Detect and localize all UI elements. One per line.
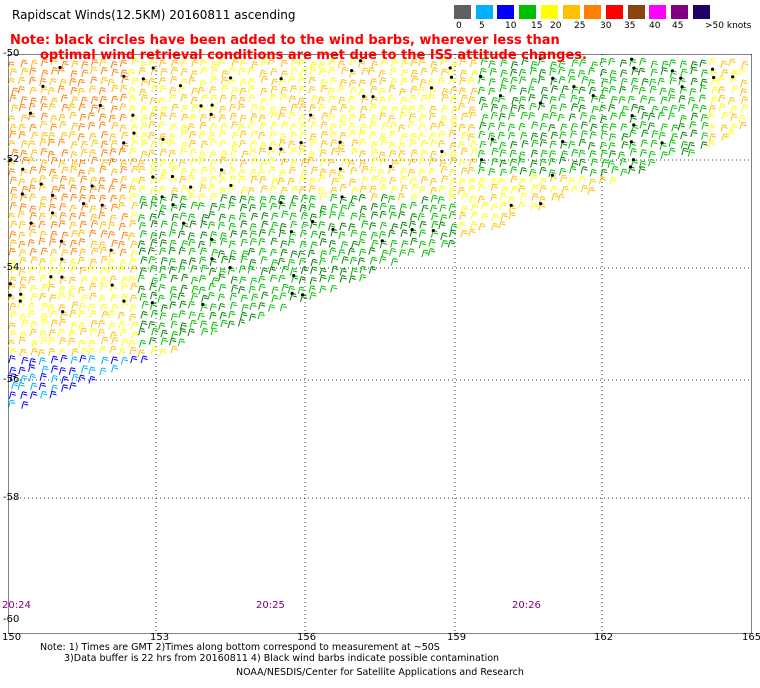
wind-map <box>8 54 752 634</box>
scale-swatch <box>692 5 710 19</box>
longitude-label: 165 <box>742 632 760 643</box>
time-label: 20:25 <box>256 600 285 611</box>
latitude-label: -52 <box>3 154 20 165</box>
scale-label: 45 <box>672 21 684 31</box>
scale-swatch <box>627 5 645 19</box>
longitude-label: 162 <box>594 632 614 643</box>
map-title: Rapidscat Winds(12.5KM) 20160811 ascendi… <box>12 8 296 22</box>
footer-credit: NOAA/NESDIS/Center for Satellite Applica… <box>236 667 524 678</box>
contamination-circles <box>8 56 735 314</box>
scale-swatch <box>605 5 623 19</box>
latitude-label: -54 <box>3 262 20 273</box>
time-label: 20:24 <box>2 600 31 611</box>
longitude-label: 150 <box>2 632 22 643</box>
longitude-label: 156 <box>297 632 317 643</box>
scale-swatch <box>475 5 493 19</box>
latitude-label: -58 <box>3 492 20 503</box>
scale-swatch <box>454 5 471 19</box>
scale-label: 25 <box>574 21 586 31</box>
scale-swatch <box>540 5 558 19</box>
scale-swatch <box>584 5 602 19</box>
scale-swatch <box>497 5 515 19</box>
scale-label: >50 knots <box>705 21 752 31</box>
wind-barbs <box>8 57 749 409</box>
scale-label: 10 <box>505 21 517 31</box>
footer-note-1: Note: 1) Times are GMT 2)Times along bot… <box>40 642 440 653</box>
scale-swatch <box>519 5 537 19</box>
scale-label: 0 <box>456 21 462 31</box>
latitude-label: -56 <box>3 374 20 385</box>
latitude-label: -60 <box>3 614 20 625</box>
scale-label: 30 <box>600 21 612 31</box>
note-line-1: Note: black circles have been added to t… <box>10 33 560 48</box>
scale-label: 20 <box>550 21 562 31</box>
time-label: 20:26 <box>512 600 541 611</box>
scale-swatch <box>562 5 580 19</box>
scale-label: 5 <box>479 21 485 31</box>
scale-swatch <box>649 5 667 19</box>
longitude-label: 153 <box>150 632 170 643</box>
scale-label: 40 <box>649 21 661 31</box>
footer-note-2: 3)Data buffer is 22 hrs from 20160811 4)… <box>64 653 500 664</box>
latitude-label: -50 <box>3 48 20 59</box>
scale-label: 15 <box>531 21 543 31</box>
note-line-2: optimal wind retrieval conditions are me… <box>40 48 587 63</box>
longitude-label: 159 <box>447 632 467 643</box>
scale-swatch <box>671 5 688 19</box>
scale-label: 35 <box>624 21 636 31</box>
